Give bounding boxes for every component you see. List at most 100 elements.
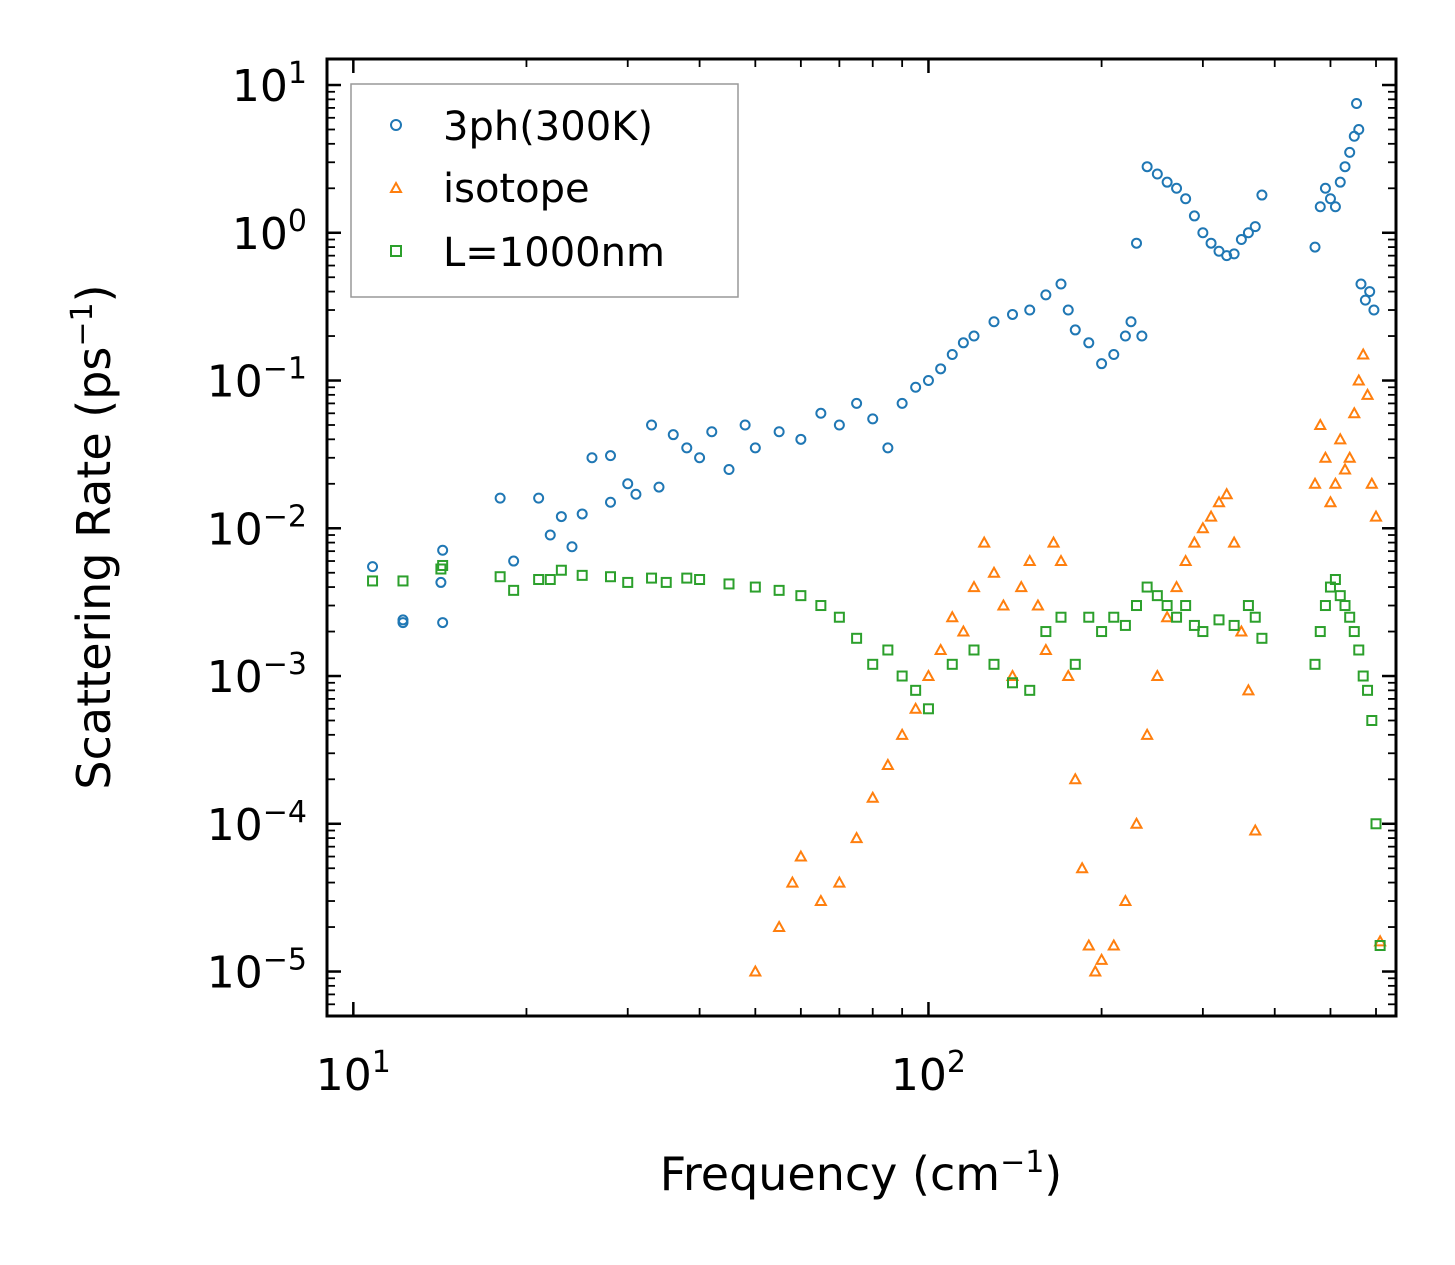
data-point-0-12 — [576, 508, 588, 520]
data-point-0-49 — [1096, 358, 1108, 370]
data-point-2-48 — [1213, 614, 1225, 626]
data-point-0-82 — [1359, 294, 1371, 306]
data-point-0-84 — [1368, 304, 1380, 316]
data-point-1-39 — [1178, 553, 1193, 567]
data-point-1-55 — [1338, 462, 1352, 475]
data-point-2-30 — [988, 658, 1000, 670]
data-point-1-57 — [1347, 406, 1361, 419]
data-point-1-36 — [1150, 668, 1165, 682]
data-point-0-44 — [1040, 289, 1052, 301]
data-point-0-45 — [1055, 278, 1067, 290]
data-point-1-14 — [956, 624, 971, 637]
data-point-1-21 — [1023, 553, 1037, 567]
data-point-0-16 — [622, 478, 634, 490]
data-point-0-29 — [815, 407, 827, 419]
data-point-0-58 — [1171, 182, 1183, 194]
data-point-1-27 — [1068, 772, 1082, 785]
data-point-1-58 — [1352, 373, 1366, 386]
legend-marker-3ph — [390, 119, 402, 131]
legend-box — [350, 83, 739, 298]
data-point-2-10 — [604, 571, 616, 583]
data-point-2-65 — [1366, 714, 1378, 726]
data-point-2-21 — [833, 611, 845, 623]
data-point-1-2 — [785, 875, 800, 888]
data-point-0-30 — [833, 419, 845, 431]
data-point-0-54 — [1136, 330, 1148, 342]
data-point-1-59 — [1356, 347, 1370, 360]
data-point-0-37 — [935, 363, 947, 375]
data-point-0-53 — [1131, 237, 1143, 249]
data-point-1-16 — [977, 535, 991, 548]
data-point-1-50 — [1313, 417, 1327, 430]
data-point-1-62 — [1369, 509, 1383, 522]
data-point-1-6 — [849, 831, 864, 844]
data-point-2-55 — [1319, 600, 1331, 612]
legend-label-l1000nm: L=1000nm — [443, 230, 665, 276]
y-tick-label-6: 10−5 — [207, 943, 307, 999]
data-point-0-32 — [867, 413, 879, 425]
data-point-2-7 — [544, 574, 556, 586]
data-point-2-29 — [968, 644, 980, 656]
data-point-2-4 — [494, 571, 506, 583]
data-point-2-52 — [1256, 632, 1268, 644]
data-point-1-28 — [1075, 861, 1089, 874]
data-point-0-62 — [1205, 237, 1217, 249]
data-point-0-27 — [773, 426, 785, 438]
data-point-0-39 — [957, 337, 969, 349]
data-point-0-35 — [910, 381, 922, 393]
data-point-0-71 — [1314, 201, 1326, 213]
data-point-1-47 — [1241, 683, 1256, 696]
data-point-0-10 — [555, 511, 567, 523]
data-point-2-3 — [437, 559, 449, 571]
data-point-2-24 — [882, 644, 894, 656]
data-point-1-15 — [967, 580, 981, 593]
data-point-2-26 — [910, 684, 922, 696]
data-point-2-19 — [795, 590, 807, 602]
data-point-1-24 — [1046, 535, 1061, 548]
x-tick-label-1: 102 — [891, 1045, 966, 1101]
data-point-0-46 — [1062, 304, 1074, 316]
data-point-0-61 — [1197, 227, 1209, 239]
data-point-2-46 — [1188, 619, 1200, 631]
data-point-0-60 — [1188, 210, 1200, 222]
y-tick-label-5: 10−4 — [207, 795, 307, 851]
data-point-1-22 — [1031, 598, 1045, 611]
data-point-2-37 — [1096, 626, 1108, 638]
data-point-0-4 — [437, 544, 449, 556]
data-point-2-5 — [508, 584, 520, 596]
data-point-2-6 — [533, 574, 545, 586]
data-point-0-41 — [988, 316, 1000, 328]
data-point-0-68 — [1249, 221, 1261, 233]
data-point-2-59 — [1339, 600, 1351, 612]
data-point-1-5 — [832, 875, 847, 888]
data-point-2-12 — [646, 572, 658, 584]
data-point-2-64 — [1362, 684, 1374, 696]
data-point-1-48 — [1248, 823, 1262, 836]
data-point-2-22 — [851, 632, 863, 644]
data-point-0-9 — [544, 529, 556, 541]
data-point-2-62 — [1353, 644, 1365, 656]
data-point-2-63 — [1357, 670, 1369, 682]
data-point-2-31 — [1007, 677, 1019, 689]
data-point-2-57 — [1329, 574, 1341, 586]
series-0 — [367, 97, 1380, 629]
data-point-1-43 — [1212, 495, 1226, 508]
data-point-0-79 — [1351, 97, 1363, 109]
data-point-0-34 — [896, 397, 908, 409]
data-point-0-57 — [1161, 176, 1173, 188]
legend-label-isotope: isotope — [443, 166, 590, 212]
data-point-0-36 — [922, 375, 934, 387]
data-point-1-61 — [1365, 476, 1379, 489]
data-point-0-6 — [494, 492, 506, 504]
data-point-2-43 — [1161, 600, 1173, 612]
data-point-1-45 — [1227, 535, 1241, 548]
data-point-0-75 — [1334, 176, 1346, 188]
data-point-1-25 — [1054, 553, 1068, 567]
data-point-0-25 — [739, 419, 751, 431]
data-point-1-60 — [1360, 387, 1375, 400]
data-point-2-42 — [1151, 590, 1163, 602]
data-point-0-66 — [1235, 234, 1247, 246]
legend: 3ph(300K) isotope L=1000nm — [350, 83, 739, 298]
data-point-0-31 — [851, 397, 863, 409]
